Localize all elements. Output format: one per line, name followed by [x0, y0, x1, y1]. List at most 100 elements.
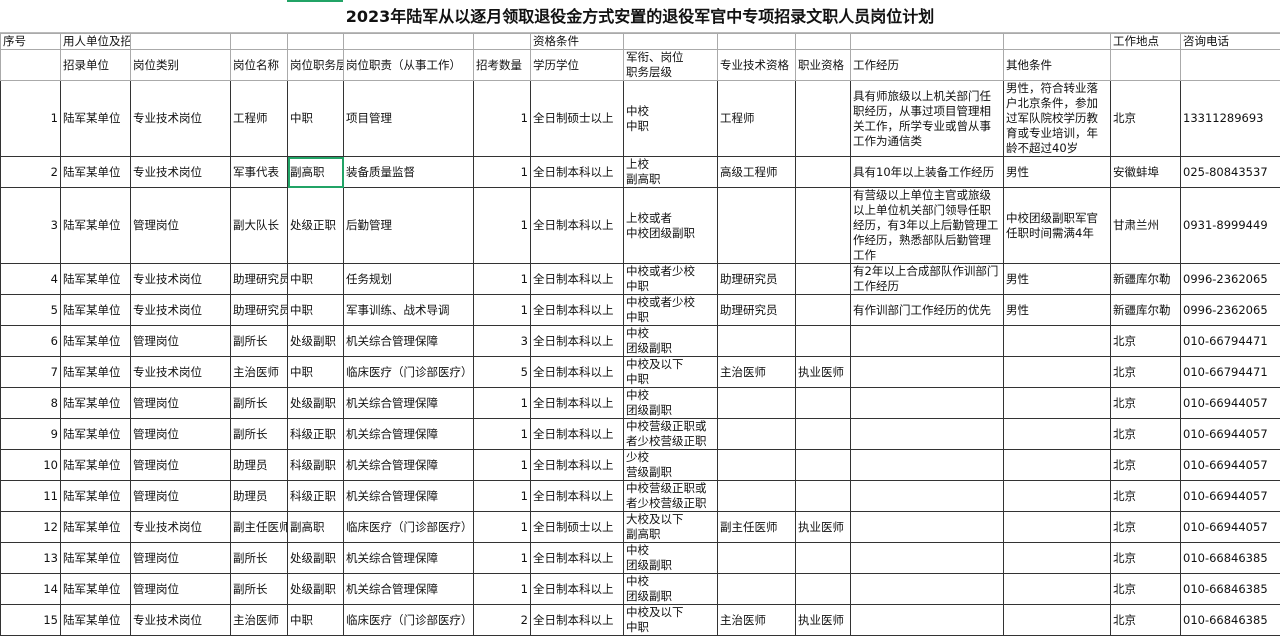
cell-level[interactable]: 处级副职	[288, 543, 344, 574]
cell-position[interactable]: 助理员	[231, 481, 288, 512]
cell-tech-qual[interactable]: 助理研究员	[718, 295, 796, 326]
cell-count[interactable]: 1	[474, 295, 531, 326]
header-unit[interactable]: 用人单位及招考岗位	[61, 34, 131, 50]
cell-level[interactable]: 科级正职	[288, 481, 344, 512]
cell-experience[interactable]: 有营级以上单位主官或旅级以上单位机关部门领导任职经历，有3年以上后勤管理工作经历…	[851, 188, 1004, 264]
cell-tech-qual[interactable]: 高级工程师	[718, 157, 796, 188]
cell-other[interactable]	[1004, 543, 1111, 574]
cell-prof-qual[interactable]	[796, 450, 851, 481]
cell-rank[interactable]: 中校 团级副职	[624, 574, 718, 605]
cell-experience[interactable]	[851, 481, 1004, 512]
cell-seq[interactable]: 6	[1, 326, 61, 357]
cell-rank[interactable]: 中校或者少校 中职	[624, 295, 718, 326]
cell-education[interactable]: 全日制本科以上	[531, 605, 624, 636]
cell-prof-qual[interactable]	[796, 326, 851, 357]
cell-experience[interactable]	[851, 450, 1004, 481]
cell-unit[interactable]: 陆军某单位	[61, 264, 131, 295]
header-tech-qual[interactable]: 专业技术资格	[718, 50, 796, 81]
cell-tech-qual[interactable]: 副主任医师	[718, 512, 796, 543]
cell-rank[interactable]: 大校及以下 副高职	[624, 512, 718, 543]
cell-prof-qual[interactable]	[796, 419, 851, 450]
cell-category[interactable]: 管理岗位	[131, 481, 231, 512]
cell-prof-qual[interactable]: 执业医师	[796, 357, 851, 388]
cell-duties[interactable]: 机关综合管理保障	[344, 450, 474, 481]
cell-tech-qual[interactable]	[718, 574, 796, 605]
header-prof-qual[interactable]	[796, 34, 851, 50]
cell-experience[interactable]	[851, 419, 1004, 450]
cell-location[interactable]: 北京	[1111, 543, 1181, 574]
cell-location[interactable]: 北京	[1111, 512, 1181, 543]
cell-tech-qual[interactable]	[718, 419, 796, 450]
cell-rank[interactable]: 少校 营级副职	[624, 450, 718, 481]
cell-other[interactable]: 男性，符合转业落户北京条件，参加过军队院校学历教育或专业培训，年龄不超过40岁	[1004, 81, 1111, 157]
header-phone[interactable]	[1181, 50, 1280, 81]
cell-level[interactable]: 中职	[288, 81, 344, 157]
cell-position[interactable]: 军事代表	[231, 157, 288, 188]
cell-unit[interactable]: 陆军某单位	[61, 295, 131, 326]
cell-category[interactable]: 管理岗位	[131, 450, 231, 481]
header-phone[interactable]: 咨询电话	[1181, 34, 1280, 50]
cell-phone[interactable]: 010-66944057	[1181, 419, 1280, 450]
cell-location[interactable]: 北京	[1111, 605, 1181, 636]
cell-duties[interactable]: 机关综合管理保障	[344, 543, 474, 574]
cell-position[interactable]: 副所长	[231, 419, 288, 450]
cell-tech-qual[interactable]	[718, 481, 796, 512]
cell-location[interactable]: 北京	[1111, 326, 1181, 357]
cell-count[interactable]: 1	[474, 419, 531, 450]
cell-count[interactable]: 1	[474, 188, 531, 264]
cell-position[interactable]: 副所长	[231, 543, 288, 574]
cell-unit[interactable]: 陆军某单位	[61, 326, 131, 357]
cell-duties[interactable]: 临床医疗（门诊部医疗）	[344, 357, 474, 388]
cell-education[interactable]: 全日制本科以上	[531, 543, 624, 574]
cell-unit[interactable]: 陆军某单位	[61, 157, 131, 188]
cell-seq[interactable]: 10	[1, 450, 61, 481]
header-location[interactable]: 工作地点	[1111, 34, 1181, 50]
cell-seq[interactable]: 3	[1, 188, 61, 264]
cell-unit[interactable]: 陆军某单位	[61, 388, 131, 419]
cell-prof-qual[interactable]: 执业医师	[796, 512, 851, 543]
cell-location[interactable]: 北京	[1111, 81, 1181, 157]
cell-location[interactable]: 北京	[1111, 388, 1181, 419]
header-other[interactable]: 其他条件	[1004, 50, 1111, 81]
cell-other[interactable]	[1004, 419, 1111, 450]
cell-phone[interactable]: 13311289693	[1181, 81, 1280, 157]
cell-unit[interactable]: 陆军某单位	[61, 512, 131, 543]
header-experience[interactable]: 工作经历	[851, 50, 1004, 81]
cell-phone[interactable]: 025-80843537	[1181, 157, 1280, 188]
cell-level[interactable]: 科级正职	[288, 419, 344, 450]
cell-education[interactable]: 全日制本科以上	[531, 264, 624, 295]
header-duties[interactable]: 岗位职责（从事工作）	[344, 50, 474, 81]
cell-duties[interactable]: 机关综合管理保障	[344, 388, 474, 419]
cell-position[interactable]: 助理研究员	[231, 295, 288, 326]
cell-position[interactable]: 主治医师	[231, 605, 288, 636]
cell-unit[interactable]: 陆军某单位	[61, 419, 131, 450]
cell-tech-qual[interactable]	[718, 188, 796, 264]
cell-tech-qual[interactable]	[718, 543, 796, 574]
header-experience[interactable]	[851, 34, 1004, 50]
cell-location[interactable]: 北京	[1111, 450, 1181, 481]
cell-other[interactable]	[1004, 450, 1111, 481]
cell-duties[interactable]: 临床医疗（门诊部医疗）	[344, 512, 474, 543]
cell-duties[interactable]: 军事训练、战术导调	[344, 295, 474, 326]
cell-category[interactable]: 专业技术岗位	[131, 295, 231, 326]
cell-phone[interactable]: 010-66944057	[1181, 450, 1280, 481]
cell-rank[interactable]: 中校及以下 中职	[624, 357, 718, 388]
cell-location[interactable]: 安徽蚌埠	[1111, 157, 1181, 188]
cell-education[interactable]: 全日制本科以上	[531, 157, 624, 188]
cell-category[interactable]: 专业技术岗位	[131, 264, 231, 295]
cell-tech-qual[interactable]	[718, 326, 796, 357]
cell-position[interactable]: 副所长	[231, 574, 288, 605]
cell-duties[interactable]: 机关综合管理保障	[344, 326, 474, 357]
cell-count[interactable]: 1	[474, 388, 531, 419]
cell-experience[interactable]	[851, 326, 1004, 357]
header-tech-qual[interactable]	[718, 34, 796, 50]
cell-rank[interactable]: 中校 中职	[624, 81, 718, 157]
cell-experience[interactable]: 具有师旅级以上机关部门任职经历，从事过项目管理相关工作，所学专业或曾从事工作为通…	[851, 81, 1004, 157]
cell-duties[interactable]: 临床医疗（门诊部医疗）	[344, 605, 474, 636]
cell-experience[interactable]: 有2年以上合成部队作训部门工作经历	[851, 264, 1004, 295]
cell-prof-qual[interactable]	[796, 157, 851, 188]
cell-prof-qual[interactable]	[796, 188, 851, 264]
cell-education[interactable]: 全日制本科以上	[531, 295, 624, 326]
cell-education[interactable]: 全日制本科以上	[531, 188, 624, 264]
cell-count[interactable]: 2	[474, 605, 531, 636]
